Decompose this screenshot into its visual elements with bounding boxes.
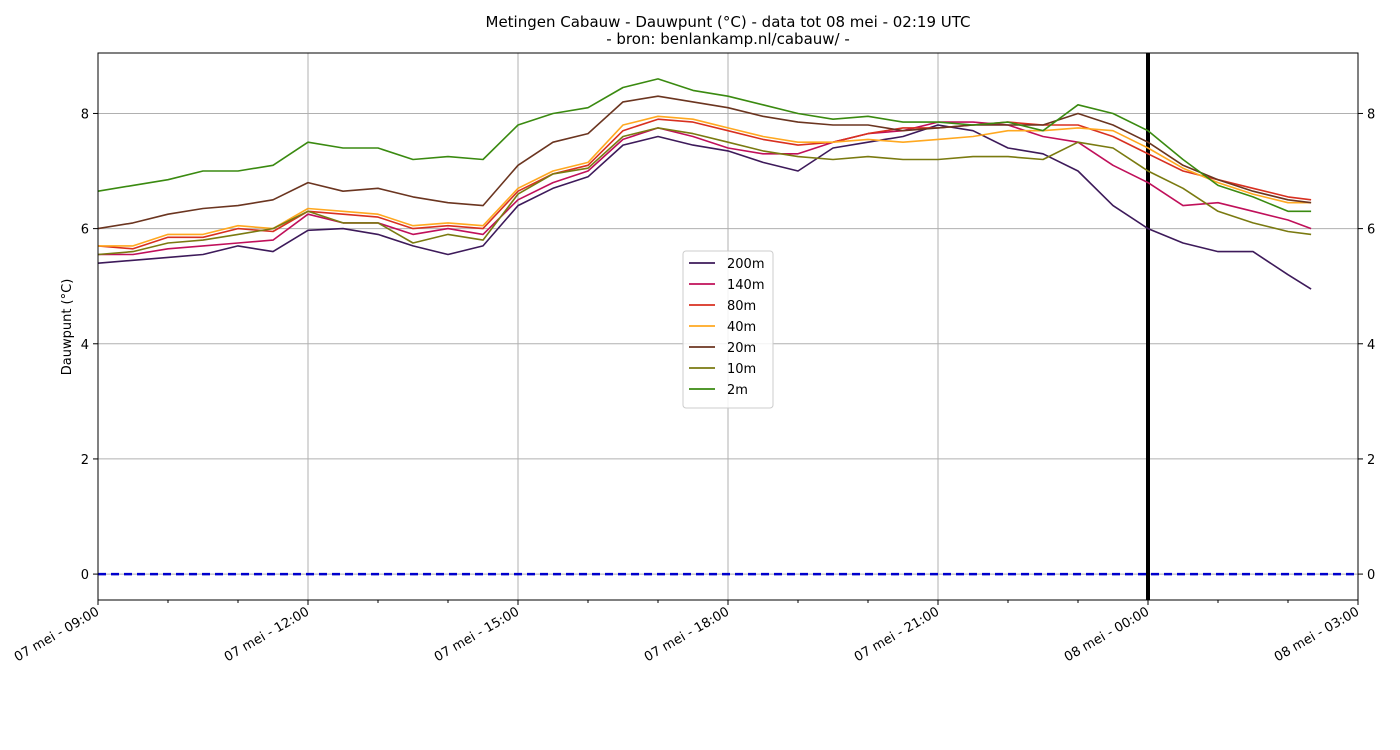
y-tick-label-left: 0 [81, 568, 89, 583]
x-tick-label: 08 mei - 03:00 [1272, 604, 1362, 665]
legend-entry: 10m [727, 362, 756, 377]
x-tick-label: 07 mei - 15:00 [432, 604, 522, 665]
series-line-10m [97, 127, 1312, 256]
legend-entry: 140m [727, 278, 764, 293]
chart-title: Metingen Cabauw - Dauwpunt (°C) - data t… [486, 13, 971, 31]
y-tick-label-right: 4 [1367, 338, 1375, 353]
y-tick-label-left: 2 [81, 453, 89, 468]
legend-entry: 20m [727, 341, 756, 356]
legend-entry: 80m [727, 299, 756, 314]
y-tick-label-right: 0 [1367, 568, 1375, 583]
legend: 200m 140m 80m 40m 20m 10m 2m [682, 250, 774, 409]
series-lines [97, 78, 1312, 290]
series-line-40m [98, 115, 1312, 247]
y-axis-label: Dauwpunt (°C) [60, 279, 75, 376]
series-line-140m [98, 121, 1312, 256]
y-tick-label-left: 6 [81, 223, 89, 238]
series-line-200m [97, 124, 1312, 290]
legend-entry: 40m [727, 320, 756, 335]
y-tick-label-left: 4 [81, 338, 89, 353]
y-tick-label-left: 8 [81, 107, 89, 122]
reference-lines [98, 53, 1358, 600]
chart-subtitle: - bron: benlankamp.nl/cabauw/ - [606, 30, 850, 48]
y-tick-label-right: 6 [1367, 223, 1375, 238]
legend-entry: 200m [727, 257, 764, 272]
y-tick-label-right: 2 [1367, 453, 1375, 468]
x-tick-label: 07 mei - 18:00 [642, 604, 732, 665]
legend-entry: 2m [727, 383, 748, 398]
x-tick-label: 08 mei - 00:00 [1062, 604, 1152, 665]
series-line-2m [97, 78, 1312, 213]
x-tick-label: 07 mei - 09:00 [12, 604, 102, 665]
x-tick-label: 07 mei - 21:00 [852, 604, 942, 665]
x-tick-label: 07 mei - 12:00 [222, 604, 312, 665]
y-tick-label-right: 8 [1367, 107, 1375, 122]
series-line-20m [97, 95, 1312, 230]
